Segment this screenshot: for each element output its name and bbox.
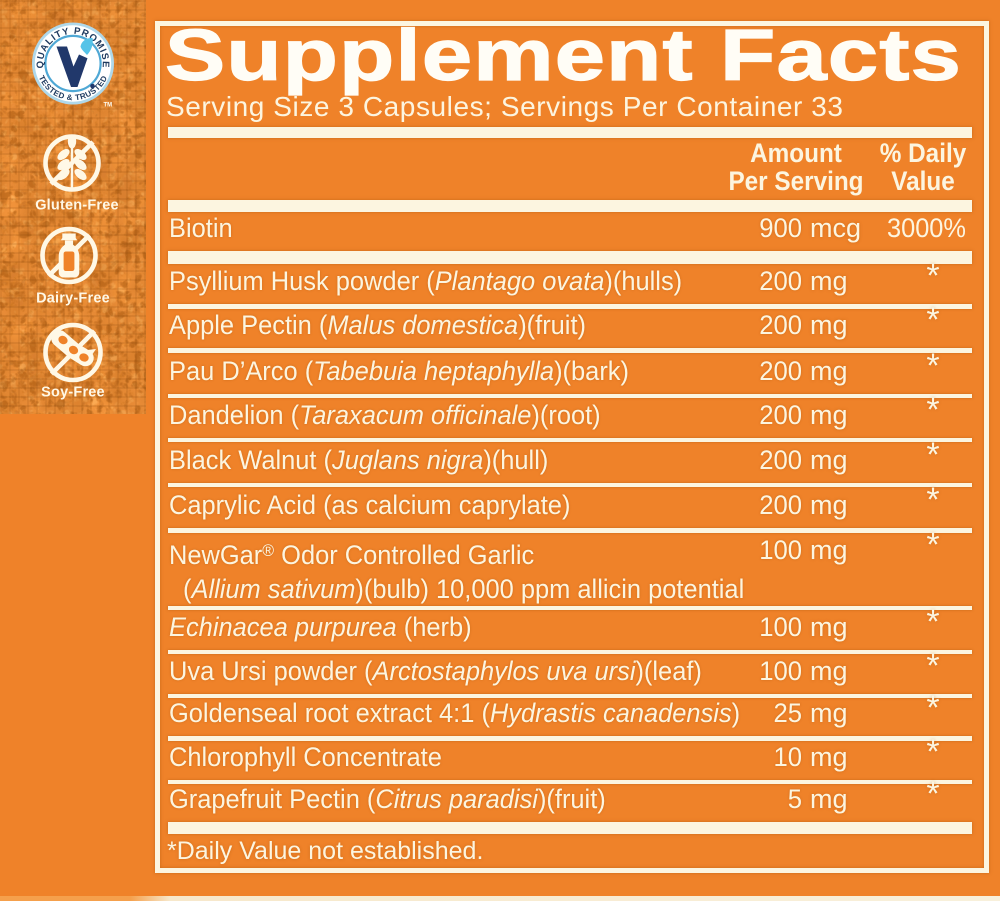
svg-text:Gluten-Free: Gluten-Free (35, 198, 119, 214)
svg-text:Dairy-Free: Dairy-Free (36, 291, 110, 307)
svg-text:TM: TM (104, 103, 113, 109)
svg-text:Soy-Free: Soy-Free (41, 385, 105, 401)
